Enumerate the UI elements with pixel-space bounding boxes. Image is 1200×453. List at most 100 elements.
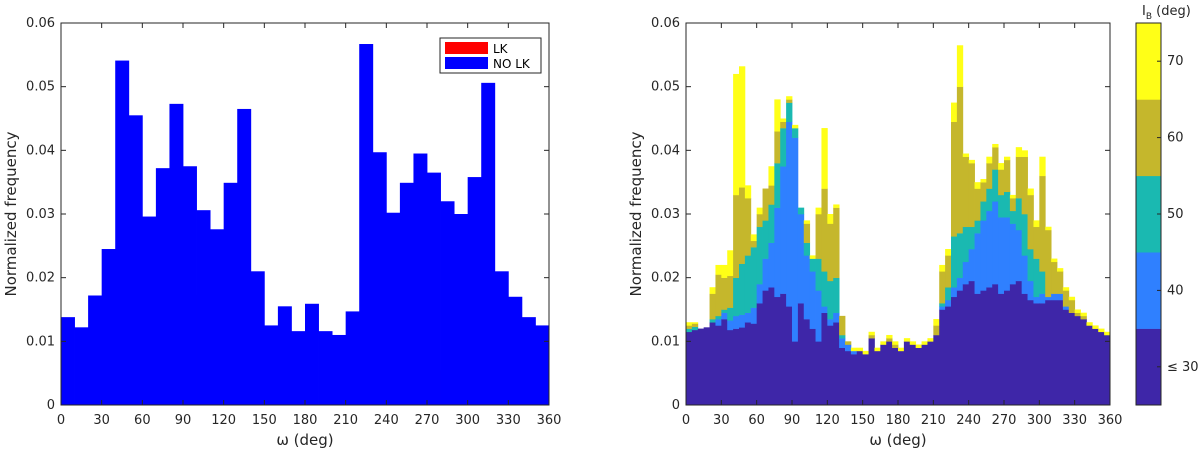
right-x-tick-label: 120 xyxy=(815,413,840,428)
stack-segment-3-bin-110 xyxy=(815,214,822,259)
stack-segment-2-bin-120 xyxy=(827,280,834,320)
stack-segment-1-bin-240 xyxy=(968,249,975,282)
right-x-tick-label: 150 xyxy=(850,413,875,428)
stack-segment-2-bin-270 xyxy=(1004,191,1011,218)
stack-segment-3-bin-175 xyxy=(892,344,899,348)
stack-segment-3-bin-45 xyxy=(739,187,746,264)
stack-segment-4-bin-75 xyxy=(774,99,781,132)
stack-segment-0-bin-120 xyxy=(827,325,834,406)
stack-segment-4-bin-285 xyxy=(1021,150,1028,157)
left-y-tick-label: 0.05 xyxy=(26,80,55,95)
stack-segment-4-bin-170 xyxy=(886,334,893,339)
stack-segment-2-bin-215 xyxy=(939,303,946,307)
stack-segment-0-bin-25 xyxy=(715,325,722,406)
stack-segment-0-bin-275 xyxy=(1009,284,1017,406)
stack-segment-3-bin-220 xyxy=(945,255,952,288)
stack-segment-2-bin-240 xyxy=(968,226,975,250)
stack-segment-4-bin-325 xyxy=(1068,296,1076,301)
stack-segment-4-bin-145 xyxy=(856,347,864,352)
stack-segment-4-bin-40 xyxy=(733,73,740,196)
stack-segment-0-bin-265 xyxy=(998,293,1005,406)
stack-segment-0-bin-225 xyxy=(951,296,958,406)
stack-segment-4-bin-240 xyxy=(968,159,975,164)
stack-segment-4-bin-55 xyxy=(750,234,758,242)
stack-segment-0-bin-75 xyxy=(774,296,781,406)
right-y-tick-label: 0.03 xyxy=(651,207,680,222)
colorbar-segments xyxy=(1136,23,1161,406)
stack-segment-2-bin-50 xyxy=(744,255,752,313)
colorbar-title-main: I xyxy=(1142,4,1146,19)
left-x-tick-label: 270 xyxy=(415,413,440,428)
right-x-tick-label: 300 xyxy=(1027,413,1052,428)
stack-segment-4-bin-195 xyxy=(915,344,922,348)
stack-segment-2-bin-75 xyxy=(774,163,781,208)
stack-segment-3-bin-155 xyxy=(868,334,875,339)
stack-segment-4-bin-5 xyxy=(691,322,699,324)
stack-segment-2-bin-260 xyxy=(992,169,999,202)
stack-segment-0-bin-195 xyxy=(915,347,922,406)
stack-segment-4-bin-140 xyxy=(850,347,858,352)
stack-segment-4-bin-295 xyxy=(1033,220,1040,228)
stack-segment-3-bin-285 xyxy=(1021,156,1028,215)
right-bars-group xyxy=(686,45,1111,406)
stack-segment-3-bin-5 xyxy=(691,323,699,327)
stack-segment-3-bin-65 xyxy=(762,188,769,221)
stack-segment-3-bin-100 xyxy=(803,223,811,243)
stack-segment-3-bin-170 xyxy=(886,338,893,342)
stack-segment-4-bin-260 xyxy=(992,143,999,148)
stack-segment-4-bin-105 xyxy=(809,255,816,259)
bar-no-lk-140 xyxy=(250,271,265,405)
stack-segment-3-bin-270 xyxy=(1004,159,1011,193)
bar-no-lk-260 xyxy=(413,153,428,405)
left-y-tick-label: 0.04 xyxy=(26,143,55,158)
stack-segment-1-bin-220 xyxy=(945,299,952,307)
stack-segment-0-bin-180 xyxy=(898,350,905,406)
stack-segment-3-bin-35 xyxy=(727,275,734,308)
stack-segment-3-bin-320 xyxy=(1062,290,1070,307)
left-x-tick-label: 150 xyxy=(252,413,277,428)
colorbar-tick-label: 70 xyxy=(1167,54,1184,69)
stack-segment-4-bin-0 xyxy=(686,322,693,326)
stack-segment-4-bin-235 xyxy=(962,153,970,157)
left-x-tick-label: 330 xyxy=(496,413,521,428)
stack-segment-2-bin-245 xyxy=(974,220,981,234)
left-x-tick-label: 300 xyxy=(455,413,480,428)
stack-segment-0-bin-155 xyxy=(868,338,875,406)
stack-segment-0-bin-185 xyxy=(903,341,911,406)
stack-segment-1-bin-280 xyxy=(1015,229,1023,282)
stack-segment-1-bin-270 xyxy=(1004,217,1011,291)
stack-segment-4-bin-250 xyxy=(980,178,987,183)
stack-segment-0-bin-200 xyxy=(921,344,928,406)
stack-segment-4-bin-185 xyxy=(903,338,911,342)
stack-segment-4-bin-165 xyxy=(880,341,887,345)
stack-segment-2-bin-25 xyxy=(715,315,722,320)
stack-segment-0-bin-290 xyxy=(1027,299,1034,406)
legend-label-no-lk: NO LK xyxy=(493,57,531,71)
stack-segment-4-bin-320 xyxy=(1062,287,1070,291)
stack-segment-1-bin-225 xyxy=(951,287,958,298)
stack-segment-3-bin-60 xyxy=(756,214,763,228)
stack-segment-1-bin-25 xyxy=(715,319,722,326)
left-x-tick-label: 180 xyxy=(293,413,318,428)
stack-segment-0-bin-170 xyxy=(886,341,893,406)
stack-segment-2-bin-40 xyxy=(733,277,740,317)
right-x-tick-label: 330 xyxy=(1062,413,1087,428)
bar-no-lk-90 xyxy=(183,166,197,405)
stack-segment-3-bin-85 xyxy=(786,99,793,103)
stack-segment-1-bin-260 xyxy=(992,201,999,285)
stack-segment-1-bin-235 xyxy=(962,261,970,285)
stack-segment-4-bin-350 xyxy=(1098,328,1105,333)
stack-segment-0-bin-250 xyxy=(980,290,987,406)
stack-segment-4-bin-50 xyxy=(744,185,752,199)
stack-segment-4-bin-355 xyxy=(1104,331,1111,336)
colorbar-title-unit: (deg) xyxy=(1152,4,1191,19)
colorbar-segment-4 xyxy=(1136,23,1161,100)
stack-segment-2-bin-5 xyxy=(691,326,699,331)
bar-no-lk-160 xyxy=(277,306,292,405)
colorbar-segment-2 xyxy=(1136,175,1161,253)
stack-segment-0-bin-335 xyxy=(1080,319,1087,406)
stack-segment-2-bin-60 xyxy=(756,226,763,285)
stack-segment-4-bin-245 xyxy=(974,182,981,189)
stack-segment-1-bin-70 xyxy=(768,242,775,288)
